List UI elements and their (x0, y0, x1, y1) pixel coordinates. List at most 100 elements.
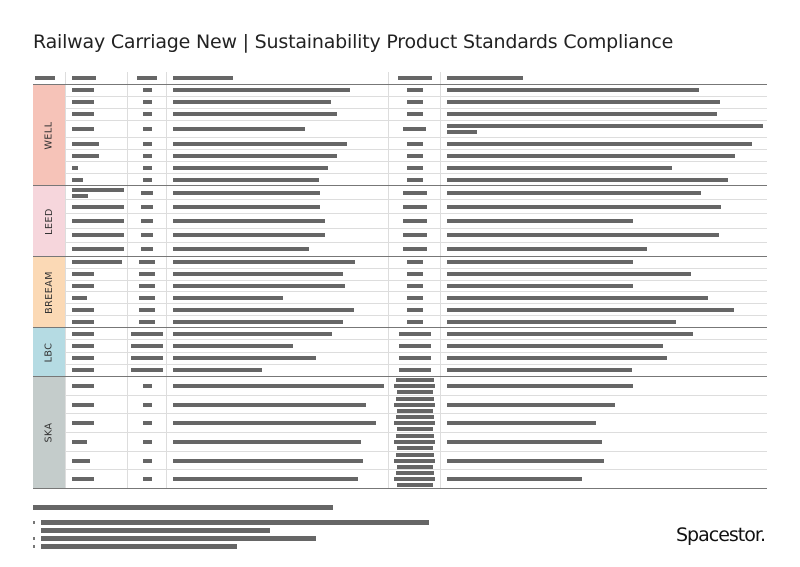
table-cell (127, 257, 166, 268)
section-label-text: BREEAM (43, 270, 55, 314)
redacted-text (173, 219, 325, 223)
table-cell (127, 138, 166, 150)
redacted-text (395, 377, 434, 382)
redacted-text (406, 141, 423, 146)
table-cell (388, 214, 440, 228)
table-cell (127, 470, 166, 489)
table-cell (440, 328, 767, 340)
redacted-text (72, 319, 94, 324)
redacted-text (173, 76, 233, 80)
table-row (65, 96, 767, 109)
table-row (65, 138, 767, 151)
redacted-text (402, 233, 427, 238)
table-row (65, 242, 767, 257)
table-cell (388, 304, 440, 316)
redacted-text (406, 177, 423, 182)
table-cell (65, 120, 127, 138)
section-lbc: LBC (33, 328, 767, 377)
redacted-text (406, 307, 423, 312)
redacted-text (72, 295, 87, 300)
table-cell (127, 364, 166, 376)
table-cell (166, 304, 388, 316)
table-cell (127, 352, 166, 364)
redacted-note (41, 528, 270, 533)
section-label: LBC (33, 328, 65, 376)
redacted-text (72, 356, 94, 361)
redacted-text (403, 127, 426, 132)
table-row (65, 395, 767, 415)
table-cell (166, 316, 388, 327)
redacted-text (447, 284, 633, 289)
redacted-text (173, 295, 283, 300)
redacted-text (398, 343, 431, 348)
table-row (65, 268, 767, 281)
table-cell (388, 72, 440, 84)
redacted-text (447, 343, 663, 348)
redacted-text (394, 383, 435, 388)
table-cell (440, 292, 767, 304)
redacted-text (447, 153, 735, 158)
redacted-text (173, 233, 325, 238)
redacted-text (72, 233, 124, 238)
redacted-text (173, 272, 343, 277)
redacted-text (447, 247, 647, 252)
table-cell (388, 395, 440, 414)
table-cell (127, 433, 166, 451)
table-row (65, 340, 767, 353)
redacted-text (396, 427, 433, 432)
table-cell (65, 280, 127, 292)
table-cell (388, 340, 440, 352)
table-cell (166, 433, 388, 451)
redacted-text (173, 356, 316, 361)
redacted-text (131, 356, 163, 361)
table-cell (65, 174, 127, 185)
table-cell (388, 280, 440, 292)
section-leed: LEED (33, 186, 767, 257)
table-cell (440, 138, 767, 150)
redacted-text (406, 272, 423, 277)
redacted-text (72, 477, 94, 482)
table-cell (127, 85, 166, 96)
table-cell (65, 72, 127, 84)
redacted-text (173, 153, 337, 158)
table-cell (440, 72, 767, 84)
redacted-text (173, 204, 320, 209)
redacted-text (72, 165, 78, 170)
table-cell (388, 150, 440, 162)
table-cell (388, 120, 440, 138)
table-cell (65, 304, 127, 316)
table-cell (440, 200, 767, 214)
redacted-text (131, 368, 163, 373)
table-row (65, 228, 767, 243)
redacted-text (142, 402, 152, 407)
table-cell (440, 340, 767, 352)
table-cell (440, 242, 767, 257)
table-cell (166, 280, 388, 292)
table-cell (166, 228, 388, 242)
table-cell (166, 186, 388, 200)
table-cell (127, 292, 166, 304)
compliance-table: WELL LEED BREEAM LBC SKA (33, 72, 767, 489)
redacted-text (173, 284, 345, 289)
table-cell (440, 214, 767, 228)
redacted-text (72, 284, 94, 289)
redacted-text (173, 165, 328, 170)
spacestor-logo: Spacestor. (676, 524, 766, 546)
redacted-text (142, 100, 152, 105)
table-cell (65, 292, 127, 304)
section-breeam: BREEAM (33, 257, 767, 328)
table-cell (388, 96, 440, 108)
table-cell (127, 395, 166, 414)
redacted-text (173, 190, 320, 195)
section-label-text: LBC (43, 342, 55, 362)
redacted-text (72, 307, 94, 312)
table-cell (65, 162, 127, 174)
redacted-text (142, 421, 152, 426)
table-cell (127, 340, 166, 352)
table-cell (388, 414, 440, 433)
table-cell (65, 257, 127, 268)
table-cell (127, 268, 166, 280)
redacted-text (141, 219, 153, 223)
bullet-icon (33, 537, 35, 540)
table-cell (166, 150, 388, 162)
